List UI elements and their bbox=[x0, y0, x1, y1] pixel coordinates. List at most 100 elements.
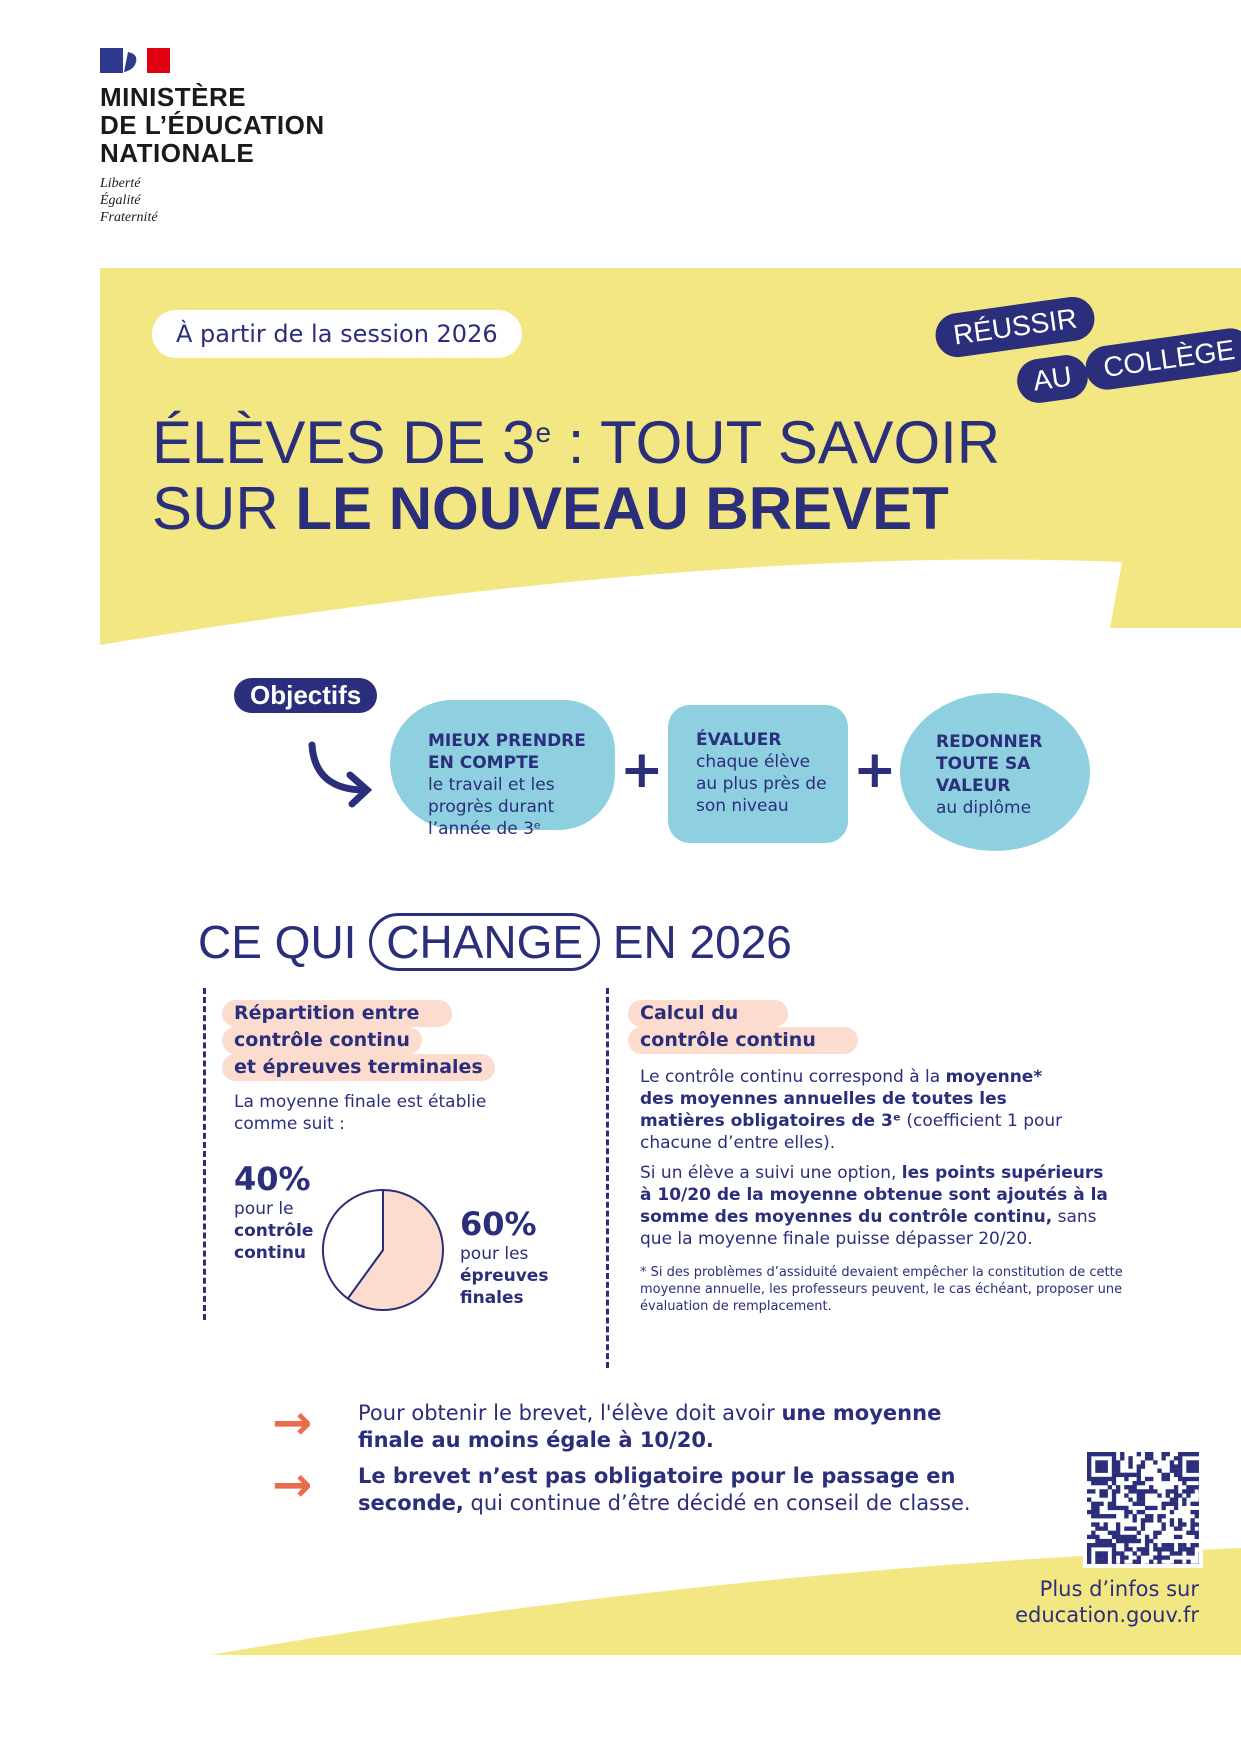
qr-module bbox=[1149, 1456, 1154, 1461]
paragraph: Si un élève a suivi une option, les poin… bbox=[640, 1162, 1110, 1250]
qr-module bbox=[1095, 1526, 1100, 1531]
qr-module bbox=[1099, 1468, 1104, 1473]
arrow-right-icon: → bbox=[272, 1395, 313, 1451]
qr-module bbox=[1107, 1530, 1113, 1535]
qr-module bbox=[1103, 1493, 1108, 1498]
qr-module bbox=[1186, 1452, 1191, 1457]
qr-module bbox=[1144, 1563, 1150, 1564]
text: (coefficient 1 pour chacune d’entre elle… bbox=[640, 1111, 1063, 1153]
qr-module bbox=[1198, 1559, 1199, 1564]
qr-module bbox=[1178, 1526, 1183, 1531]
pct-epreuves: 60% pour les épreuves finales bbox=[460, 1205, 550, 1309]
qr-module bbox=[1161, 1472, 1166, 1478]
qr-module bbox=[1144, 1543, 1150, 1548]
qr-module bbox=[1099, 1501, 1104, 1506]
bottom-point: Pour obtenir le brevet, l'élève doit avo… bbox=[358, 1400, 958, 1454]
qr-module bbox=[1136, 1489, 1141, 1494]
qr-module bbox=[1115, 1489, 1121, 1494]
qr-module bbox=[1169, 1464, 1175, 1469]
bottom-band bbox=[210, 1548, 1241, 1655]
qr-module bbox=[1115, 1485, 1121, 1490]
qr-module bbox=[1153, 1555, 1158, 1560]
title-part: CE QUI bbox=[198, 916, 357, 968]
qr-module bbox=[1124, 1563, 1129, 1564]
qr-module bbox=[1091, 1543, 1096, 1548]
qr-module bbox=[1136, 1464, 1141, 1469]
qr-module bbox=[1128, 1509, 1133, 1515]
qr-module bbox=[1132, 1485, 1137, 1490]
qr-module bbox=[1194, 1501, 1199, 1506]
qr-module bbox=[1178, 1464, 1183, 1469]
qr-module bbox=[1169, 1543, 1175, 1548]
qr-module bbox=[1124, 1526, 1129, 1531]
text: qui continue d’être décidé en conseil de… bbox=[463, 1491, 971, 1515]
qr-module bbox=[1169, 1509, 1175, 1515]
pie-slice-épreuves-finales bbox=[346, 1188, 444, 1311]
objective-text: au diplôme bbox=[936, 798, 1032, 818]
qr-module bbox=[1186, 1489, 1191, 1494]
title-bold: LE NOUVEAU BREVET bbox=[295, 475, 949, 542]
qr-module bbox=[1186, 1468, 1191, 1473]
more-info-link[interactable]: education.gouv.fr bbox=[1015, 1603, 1199, 1627]
qr-module bbox=[1099, 1476, 1104, 1482]
objective-text: le travail et les progrès durant l’année… bbox=[428, 775, 555, 839]
qr-module bbox=[1169, 1551, 1175, 1556]
text-bold: une moyenne finale au moins égale à 10/2… bbox=[358, 1401, 942, 1452]
qr-module bbox=[1087, 1559, 1092, 1564]
qr-module bbox=[1144, 1456, 1150, 1461]
qr-module bbox=[1111, 1551, 1117, 1556]
qr-module bbox=[1095, 1555, 1100, 1560]
qr-module bbox=[1095, 1551, 1100, 1556]
qr-module bbox=[1190, 1563, 1195, 1564]
qr-module bbox=[1157, 1559, 1162, 1564]
qr-module bbox=[1198, 1509, 1199, 1515]
qr-module bbox=[1111, 1489, 1117, 1494]
qr-module bbox=[1095, 1509, 1100, 1515]
qr-module bbox=[1149, 1485, 1154, 1490]
qr-module bbox=[1169, 1501, 1175, 1506]
qr-module bbox=[1111, 1460, 1117, 1465]
qr-module bbox=[1178, 1522, 1183, 1527]
qr-module bbox=[1140, 1480, 1146, 1486]
qr-module bbox=[1144, 1476, 1150, 1482]
qr-module bbox=[1190, 1509, 1195, 1515]
qr-module bbox=[1194, 1468, 1199, 1473]
qr-module bbox=[1161, 1563, 1166, 1564]
qr-module bbox=[1161, 1543, 1166, 1548]
qr-module bbox=[1124, 1493, 1129, 1498]
arrow-right-icon: → bbox=[272, 1457, 313, 1513]
qr-module bbox=[1087, 1476, 1092, 1482]
qr-module bbox=[1107, 1505, 1113, 1511]
qr-code[interactable] bbox=[1083, 1448, 1203, 1568]
more-info: Plus d’infos sur education.gouv.fr bbox=[1015, 1576, 1199, 1628]
qr-module bbox=[1149, 1476, 1154, 1482]
title-part: SUR bbox=[152, 475, 296, 542]
qr-module bbox=[1186, 1547, 1191, 1552]
qr-module bbox=[1186, 1476, 1191, 1482]
objective-bold: ÉVALUER bbox=[696, 730, 782, 750]
qr-module bbox=[1165, 1493, 1170, 1498]
qr-module bbox=[1149, 1452, 1154, 1457]
qr-module bbox=[1099, 1460, 1104, 1465]
qr-module bbox=[1087, 1497, 1092, 1502]
qr-module bbox=[1128, 1526, 1133, 1531]
calcul-section: Calcul du contrôle continu Le contrôle c… bbox=[628, 1000, 1128, 1315]
qr-module bbox=[1120, 1472, 1125, 1478]
qr-module bbox=[1182, 1480, 1187, 1486]
qr-module bbox=[1095, 1534, 1100, 1540]
qr-module bbox=[1132, 1551, 1137, 1556]
qr-module bbox=[1136, 1452, 1141, 1457]
qr-module bbox=[1120, 1452, 1125, 1457]
qr-module bbox=[1087, 1472, 1092, 1478]
qr-module bbox=[1124, 1485, 1129, 1490]
plus-sign: + bbox=[620, 740, 664, 800]
qr-module bbox=[1173, 1456, 1179, 1461]
qr-module bbox=[1149, 1505, 1154, 1511]
qr-module bbox=[1144, 1547, 1150, 1552]
qr-module bbox=[1140, 1522, 1146, 1527]
qr-module bbox=[1149, 1514, 1154, 1519]
motto-line: Fraternité bbox=[100, 210, 158, 225]
qr-module bbox=[1087, 1543, 1092, 1548]
qr-module bbox=[1111, 1505, 1117, 1511]
qr-module bbox=[1128, 1538, 1133, 1544]
